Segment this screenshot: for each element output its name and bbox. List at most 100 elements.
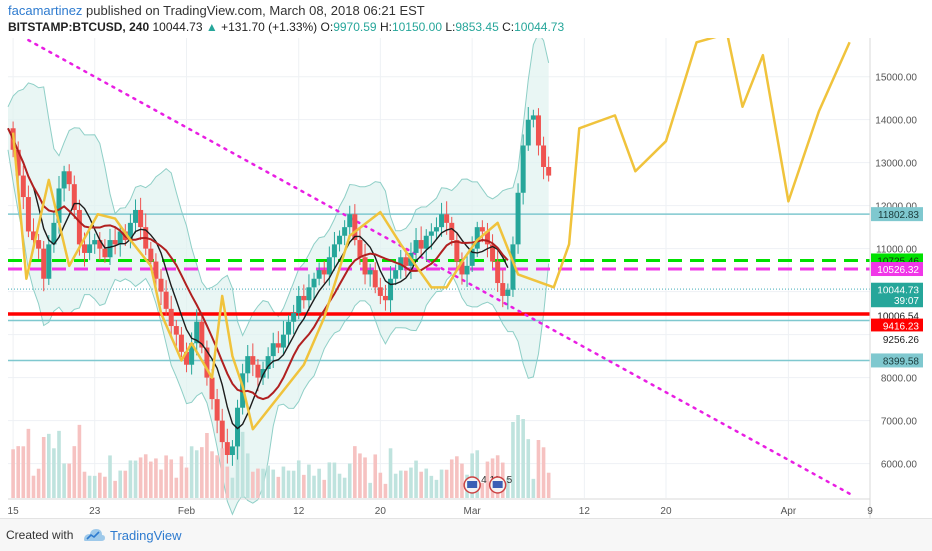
volume-bar xyxy=(31,475,36,498)
event-count: 5 xyxy=(507,475,513,486)
volume-bar xyxy=(123,470,128,498)
price-label-text: 9416.23 xyxy=(883,322,920,333)
volume-bar xyxy=(337,473,342,498)
candle-body xyxy=(418,240,424,249)
candle-body xyxy=(56,188,62,223)
volume-bar xyxy=(516,415,520,498)
volume-bar xyxy=(455,456,459,498)
candle-body xyxy=(204,347,210,378)
candle-body xyxy=(413,240,419,253)
symbol-label: BITSTAMP:BTCUSD, 240 xyxy=(8,20,150,34)
volume-bar xyxy=(16,446,21,498)
created-with-label: Created with xyxy=(6,528,74,542)
volume-bar xyxy=(205,433,209,498)
flag-icon xyxy=(492,481,503,488)
volume-bar xyxy=(21,446,26,498)
volume-bar xyxy=(149,461,153,498)
price-tick-label: 14000.00 xyxy=(875,116,917,127)
volume-bar xyxy=(276,476,281,498)
volume-bar xyxy=(393,473,398,498)
time-axis: 15 23 Feb 12 20 Mar 12 20 Apr 9 xyxy=(8,498,873,517)
price-tick-label: 13000.00 xyxy=(875,159,917,170)
candle-body xyxy=(530,115,536,120)
volume-bar xyxy=(439,469,444,498)
volume-bar xyxy=(506,477,510,498)
band-fill xyxy=(8,38,549,515)
open-label: O: xyxy=(320,20,334,34)
candle-body xyxy=(347,214,353,228)
candle-body xyxy=(301,295,307,301)
volume-bar xyxy=(449,459,454,498)
volume-bar xyxy=(307,464,311,498)
candle-body xyxy=(454,240,460,262)
price-tick-label: 15000.00 xyxy=(875,73,917,84)
volume-bar xyxy=(546,472,551,498)
candle-body xyxy=(331,244,337,258)
volume-bar xyxy=(179,456,184,498)
candle-body xyxy=(102,248,108,258)
volume-bar xyxy=(373,454,378,498)
volume-bar xyxy=(210,451,214,498)
time-tick-label: Feb xyxy=(178,506,196,517)
time-tick-label: 12 xyxy=(293,506,305,517)
tradingview-logo-icon[interactable] xyxy=(82,526,106,544)
volume-bar xyxy=(52,448,56,498)
candle-body xyxy=(362,257,368,275)
candle-body xyxy=(235,407,241,447)
candle-body xyxy=(138,209,144,228)
volume-bar xyxy=(353,446,357,498)
candle-body xyxy=(342,227,348,236)
volume-bar xyxy=(475,450,480,498)
candle-body xyxy=(41,248,47,279)
low-value: 9853.45 xyxy=(455,20,499,34)
price-tick-label: 7000.00 xyxy=(881,417,918,428)
volume-bar xyxy=(526,439,531,498)
volume-bars xyxy=(11,415,551,498)
price-label-tag xyxy=(871,282,923,297)
volume-bar xyxy=(108,455,112,498)
author-link[interactable]: facamartinez xyxy=(8,3,83,18)
volume-bar xyxy=(72,446,77,498)
volume-bar xyxy=(531,478,536,498)
candle-body xyxy=(433,227,439,232)
horizontal-levels xyxy=(8,213,870,362)
candle-body xyxy=(352,214,358,241)
time-tick-label: 20 xyxy=(660,506,672,517)
candle-body xyxy=(219,420,225,443)
volume-bar xyxy=(200,447,204,498)
price-label-text: 9256.26 xyxy=(883,335,920,346)
volume-bar xyxy=(480,482,485,498)
candle-body xyxy=(173,326,179,335)
candle-body xyxy=(270,343,276,357)
volume-bar xyxy=(429,475,434,498)
candle-body xyxy=(209,377,215,400)
tradingview-link[interactable]: TradingView xyxy=(110,528,182,543)
candle-body xyxy=(444,214,450,223)
candle-body xyxy=(428,231,434,236)
volume-bar xyxy=(368,482,372,498)
volume-bar xyxy=(536,440,541,498)
candle-body xyxy=(82,244,88,253)
volume-bar xyxy=(189,446,194,498)
volume-bar xyxy=(404,470,408,498)
price-label-text: 10006.54 xyxy=(877,311,919,322)
volume-bar xyxy=(118,470,123,498)
price-label-text: 8399.58 xyxy=(883,356,920,367)
time-tick-label: 9 xyxy=(867,506,873,517)
volume-bar xyxy=(215,455,219,498)
candle-body xyxy=(51,222,57,245)
event-markers: 4 115 xyxy=(463,475,513,494)
volume-bar xyxy=(143,454,148,498)
price-chart[interactable]: 4 115 6000.007000.008000.009000.0010000.… xyxy=(0,38,932,518)
volume-bar xyxy=(154,458,158,498)
candle-body xyxy=(36,240,42,249)
volume-bar xyxy=(281,466,286,498)
volume-bar xyxy=(312,475,316,498)
candle-body xyxy=(168,308,174,327)
candle-body xyxy=(265,356,271,370)
price-label-tag xyxy=(871,293,923,308)
close-value: 10044.73 xyxy=(514,20,565,34)
time-tick-label: Mar xyxy=(464,506,482,517)
candle-body xyxy=(214,399,220,421)
volume-bar xyxy=(174,477,179,498)
